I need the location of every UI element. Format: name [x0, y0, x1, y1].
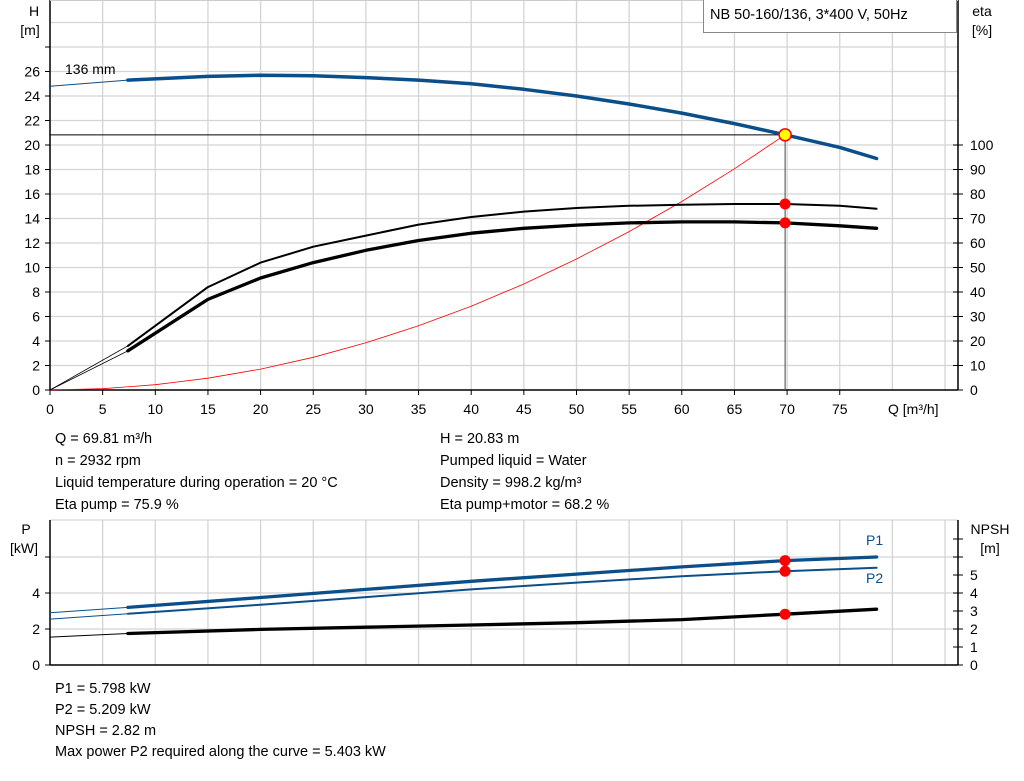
eta-tick-label: 20 [970, 333, 986, 349]
eta-axis-title: eta [972, 3, 992, 19]
info-p1: P1 = 5.798 kW [55, 681, 151, 697]
h-tick-label: 2 [32, 358, 40, 374]
info-eta-pump-motor: Eta pump+motor = 68.2 % [440, 497, 610, 513]
head-curve-extension [49, 79, 128, 87]
p2-curve-label: P2 [866, 570, 883, 586]
h-tick-label: 18 [24, 162, 40, 178]
h-tick-label: 4 [32, 333, 40, 349]
eta-pump-curve-extension [49, 345, 129, 391]
npsh-curve-extension [49, 633, 128, 638]
q-tick-label: 65 [727, 401, 743, 417]
head-curve [126, 73, 879, 161]
h-axis-title: H [29, 3, 39, 19]
q-tick-label: 60 [674, 401, 690, 417]
p1-duty-marker [779, 555, 791, 567]
h-tick-label: 24 [24, 88, 40, 104]
npsh-tick-label: 0 [970, 657, 978, 673]
q-tick-label: 25 [305, 401, 321, 417]
npsh-tick-label: 1 [970, 639, 978, 655]
q-tick-label: 20 [253, 401, 269, 417]
q-tick-label: 55 [621, 401, 637, 417]
impeller-diameter-label: 136 mm [65, 61, 116, 77]
h-axis-unit: [m] [20, 22, 39, 38]
h-tick-label: 8 [32, 284, 40, 300]
h-tick-label: 22 [24, 113, 40, 129]
eta-tick-label: 10 [970, 358, 986, 374]
h-tick-label: 14 [24, 211, 40, 227]
p-tick-label: 0 [32, 657, 40, 673]
eta-pump-motor-duty-marker [779, 217, 791, 229]
h-tick-label: 0 [32, 382, 40, 398]
eta-pump-motor-curve-extension [49, 350, 129, 391]
h-tick-label: 20 [24, 137, 40, 153]
info-liquid: Pumped liquid = Water [440, 453, 587, 469]
eta-tick-label: 30 [970, 309, 986, 325]
system-curve [49, 134, 786, 391]
npsh-axis-unit: [m] [980, 540, 999, 556]
eta-pump-curve [126, 203, 878, 347]
p1-curve-label: P1 [866, 532, 883, 548]
p-tick-label: 2 [32, 621, 40, 637]
q-axis-title: Q [m³/h] [888, 401, 939, 417]
q-tick-label: 0 [46, 401, 54, 417]
npsh-tick-label: 2 [970, 621, 978, 637]
h-tick-label: 12 [24, 235, 40, 251]
info-npsh: NPSH = 2.82 m [55, 723, 157, 739]
q-tick-label: 70 [779, 401, 795, 417]
p-tick-label: 4 [32, 585, 40, 601]
p2-duty-marker [779, 565, 791, 577]
p2-curve [126, 566, 878, 615]
eta-tick-label: 80 [970, 186, 986, 202]
eta-pump-motor-curve [126, 220, 879, 353]
info-p2: P2 = 5.209 kW [55, 702, 151, 718]
npsh-tick-label: 4 [970, 585, 978, 601]
h-tick-label: 6 [32, 309, 40, 325]
npsh-duty-marker [779, 608, 791, 620]
npsh-tick-label: 3 [970, 603, 978, 619]
eta-tick-label: 0 [970, 382, 978, 398]
p2-curve-extension [49, 613, 128, 620]
info-temperature: Liquid temperature during operation = 20… [55, 475, 338, 491]
eta-tick-label: 70 [970, 211, 986, 227]
info-eta-pump: Eta pump = 75.9 % [55, 497, 179, 513]
h-tick-label: 16 [24, 186, 40, 202]
eta-axis-unit: [%] [972, 22, 992, 38]
p-axis-title: P [21, 521, 30, 537]
info-speed: n = 2932 rpm [55, 453, 141, 469]
q-tick-label: 50 [569, 401, 585, 417]
eta-tick-label: 60 [970, 235, 986, 251]
q-tick-label: 30 [358, 401, 374, 417]
h-tick-label: 26 [24, 64, 40, 80]
p1-curve [126, 555, 879, 610]
p1-curve-extension [49, 606, 128, 614]
q-tick-label: 40 [463, 401, 479, 417]
h-tick-label: 10 [24, 260, 40, 276]
eta-tick-label: 50 [970, 260, 986, 276]
chart-title: NB 50-160/136, 3*400 V, 50Hz [703, 0, 957, 33]
npsh-curve [126, 607, 879, 636]
duty-point-marker [778, 128, 792, 142]
eta-tick-label: 100 [970, 137, 994, 153]
info-q: Q = 69.81 m³/h [55, 431, 153, 447]
p-axis-unit: [kW] [10, 540, 38, 556]
info-head: H = 20.83 m [440, 431, 520, 447]
q-tick-label: 10 [148, 401, 164, 417]
q-tick-label: 75 [832, 401, 848, 417]
eta-tick-label: 90 [970, 162, 986, 178]
info-density: Density = 998.2 kg/m³ [440, 475, 582, 491]
q-tick-label: 35 [411, 401, 427, 417]
eta-pump-duty-marker [779, 198, 791, 210]
q-tick-label: 45 [516, 401, 532, 417]
npsh-tick-label: 5 [970, 567, 978, 583]
info-max-power: Max power P2 required along the curve = … [55, 744, 386, 760]
q-tick-label: 5 [99, 401, 107, 417]
q-tick-label: 15 [200, 401, 216, 417]
eta-tick-label: 40 [970, 284, 986, 300]
npsh-axis-title: NPSH [971, 521, 1010, 537]
